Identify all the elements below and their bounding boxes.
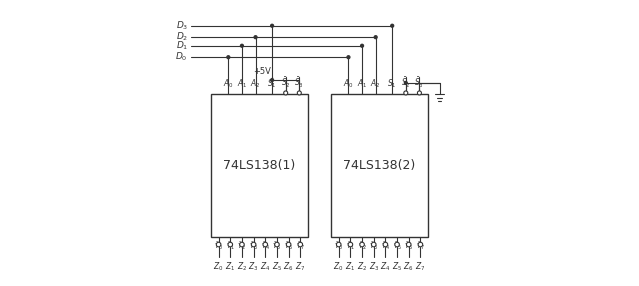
Circle shape: [371, 242, 376, 247]
FancyBboxPatch shape: [211, 94, 308, 237]
Text: $Z_2$: $Z_2$: [357, 260, 367, 273]
Text: $\bar{Y}_4$: $\bar{Y}_4$: [261, 241, 270, 253]
Text: $D_0$: $D_0$: [175, 51, 188, 63]
Text: $Z_1$: $Z_1$: [345, 260, 355, 273]
Circle shape: [240, 242, 244, 247]
Text: $A_2$: $A_2$: [250, 78, 261, 90]
Circle shape: [228, 242, 233, 247]
Text: $\bar{S}_2$: $\bar{S}_2$: [281, 76, 291, 90]
Circle shape: [418, 242, 422, 247]
Text: $D_3$: $D_3$: [176, 19, 188, 32]
Text: $Z_2$: $Z_2$: [237, 260, 247, 273]
Circle shape: [360, 44, 364, 47]
Circle shape: [217, 242, 221, 247]
Text: $Z_3$: $Z_3$: [249, 260, 259, 273]
Text: $Z_3$: $Z_3$: [369, 260, 379, 273]
Circle shape: [284, 91, 288, 95]
Circle shape: [347, 56, 350, 59]
Circle shape: [404, 82, 407, 84]
Text: $S_1$: $S_1$: [267, 78, 277, 90]
Text: $Z_0$: $Z_0$: [334, 260, 344, 273]
Circle shape: [298, 242, 303, 247]
Text: $Z_4$: $Z_4$: [380, 260, 390, 273]
Text: $Z_7$: $Z_7$: [295, 260, 305, 273]
Text: $Z_5$: $Z_5$: [272, 260, 282, 273]
Text: $\bar{Y}_2$: $\bar{Y}_2$: [238, 241, 247, 253]
Circle shape: [275, 242, 279, 247]
Text: $\bar{Y}_6$: $\bar{Y}_6$: [284, 241, 293, 253]
Circle shape: [374, 36, 377, 39]
Text: $\bar{Y}_3$: $\bar{Y}_3$: [249, 241, 258, 253]
Text: $A_1$: $A_1$: [236, 78, 247, 90]
Text: $\bar{S}_3$: $\bar{S}_3$: [295, 76, 304, 90]
Text: 74LS138(1): 74LS138(1): [223, 159, 296, 172]
Text: $\bar{Y}_0$: $\bar{Y}_0$: [214, 241, 223, 253]
Circle shape: [251, 242, 256, 247]
Text: 74LS138(2): 74LS138(2): [343, 159, 416, 172]
Text: $\bar{Y}_1$: $\bar{Y}_1$: [226, 241, 235, 253]
Text: $\bar{Y}_7$: $\bar{Y}_7$: [296, 241, 305, 253]
Text: $A_0$: $A_0$: [223, 78, 234, 90]
Text: $\bar{Y}_0$: $\bar{Y}_0$: [334, 241, 343, 253]
Circle shape: [271, 24, 273, 27]
Text: $\bar{Y}_6$: $\bar{Y}_6$: [404, 241, 413, 253]
Circle shape: [395, 242, 399, 247]
Text: $A_1$: $A_1$: [357, 78, 367, 90]
Text: +5V: +5V: [253, 67, 271, 76]
Text: $\bar{Y}_4$: $\bar{Y}_4$: [381, 241, 390, 253]
Text: $Z_1$: $Z_1$: [225, 260, 235, 273]
Circle shape: [360, 242, 364, 247]
Circle shape: [417, 91, 422, 95]
Text: $Z_0$: $Z_0$: [213, 260, 224, 273]
Circle shape: [297, 91, 302, 95]
Text: $\bar{Y}_3$: $\bar{Y}_3$: [369, 241, 378, 253]
Text: $\bar{Y}_1$: $\bar{Y}_1$: [346, 241, 355, 253]
Text: $Z_5$: $Z_5$: [392, 260, 402, 273]
Text: $Z_6$: $Z_6$: [403, 260, 414, 273]
Text: $D_1$: $D_1$: [176, 39, 188, 52]
Text: $Z_6$: $Z_6$: [283, 260, 294, 273]
Text: $S_1$: $S_1$: [387, 78, 397, 90]
Circle shape: [286, 242, 291, 247]
Text: $\bar{Y}_2$: $\bar{Y}_2$: [358, 241, 367, 253]
Circle shape: [404, 91, 408, 95]
Text: $A_0$: $A_0$: [343, 78, 354, 90]
Circle shape: [406, 242, 411, 247]
Circle shape: [348, 242, 353, 247]
Text: $Z_4$: $Z_4$: [260, 260, 270, 273]
Text: $A_2$: $A_2$: [371, 78, 381, 90]
Text: $D_2$: $D_2$: [176, 31, 188, 43]
Circle shape: [391, 24, 394, 27]
Text: $Z_7$: $Z_7$: [415, 260, 426, 273]
Text: $\bar{S}_2$: $\bar{S}_2$: [401, 76, 411, 90]
Circle shape: [271, 79, 273, 82]
Text: $\bar{Y}_5$: $\bar{Y}_5$: [272, 241, 281, 253]
FancyBboxPatch shape: [331, 94, 428, 237]
Circle shape: [383, 242, 388, 247]
Circle shape: [240, 44, 243, 47]
Text: $\bar{Y}_5$: $\bar{Y}_5$: [392, 241, 401, 253]
Text: $\bar{S}_3$: $\bar{S}_3$: [415, 76, 424, 90]
Circle shape: [254, 36, 257, 39]
Circle shape: [227, 56, 230, 59]
Circle shape: [336, 242, 341, 247]
Text: $\bar{Y}_7$: $\bar{Y}_7$: [416, 241, 425, 253]
Circle shape: [263, 242, 268, 247]
